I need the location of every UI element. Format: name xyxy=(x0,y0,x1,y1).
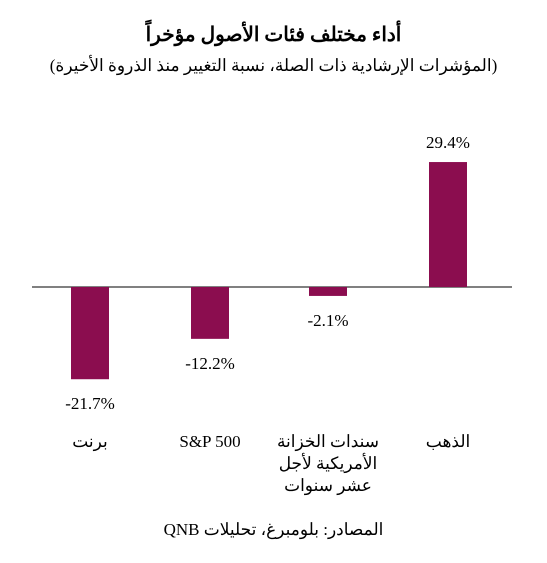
category-label-2: سندات الخزانة الأمريكية لأجل عشر سنوات xyxy=(277,432,379,496)
source-note: المصادر: بلومبرغ، تحليلات QNB xyxy=(163,520,384,539)
category-label-0: برنت xyxy=(72,432,108,452)
data-label-1: -12.2% xyxy=(185,354,235,373)
category-label-3: الذهب xyxy=(426,432,470,451)
category-label-2-line-0: سندات الخزانة xyxy=(277,432,379,452)
data-label-0: -21.7% xyxy=(65,394,115,413)
category-label-1-line-0: S&P 500 xyxy=(179,432,240,451)
bar-2 xyxy=(309,287,347,296)
bar-0 xyxy=(71,287,109,380)
chart-subtitle: (المؤشرات الإرشادية ذات الصلة، نسبة التغ… xyxy=(49,56,498,75)
category-label-2-line-1: الأمريكية لأجل xyxy=(279,453,378,474)
category-label-1: S&P 500 xyxy=(179,432,240,451)
category-label-2-line-2: عشر سنوات xyxy=(284,476,372,496)
data-label-3: 29.4% xyxy=(426,133,470,152)
chart-title: أداء مختلف فئات الأصول مؤخراً xyxy=(145,24,402,46)
bar-3 xyxy=(429,162,467,287)
category-label-3-line-0: الذهب xyxy=(426,432,470,451)
bar-1 xyxy=(191,287,229,339)
data-label-2: -2.1% xyxy=(307,311,348,330)
category-label-0-line-0: برنت xyxy=(72,432,108,452)
